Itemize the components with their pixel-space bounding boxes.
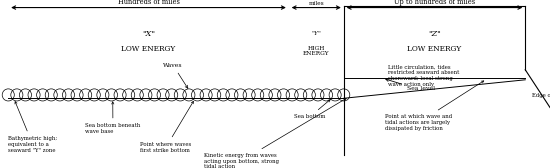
Text: "Z": "Z" <box>428 30 441 38</box>
Text: Up to hundreds of miles: Up to hundreds of miles <box>394 0 475 6</box>
Text: Tens
of
miles: Tens of miles <box>309 0 324 6</box>
Text: Little circulation, tides
restricted seaward absent
shoreward; local strong
wave: Little circulation, tides restricted sea… <box>388 65 459 87</box>
Text: Sea level: Sea level <box>407 86 435 91</box>
Text: "Y": "Y" <box>311 31 321 36</box>
Text: Hundreds of miles: Hundreds of miles <box>118 0 179 6</box>
Text: "X": "X" <box>142 30 155 38</box>
Text: HIGH
ENERGY: HIGH ENERGY <box>303 46 329 56</box>
Text: LOW ENERGY: LOW ENERGY <box>408 45 461 53</box>
Text: Bathymetric high;
equivalent to a
seaward "Y" zone: Bathymetric high; equivalent to a seawar… <box>8 102 57 153</box>
Text: Point at which wave and
tidal actions are largely
dissipated by friction: Point at which wave and tidal actions ar… <box>385 81 484 131</box>
Text: Point where waves
first strike bottom: Point where waves first strike bottom <box>140 101 194 153</box>
Text: LOW ENERGY: LOW ENERGY <box>122 45 175 53</box>
Text: Sea bottom: Sea bottom <box>294 100 330 119</box>
Text: Sea bottom beneath
wave base: Sea bottom beneath wave base <box>85 102 141 134</box>
Text: Waves: Waves <box>163 63 188 88</box>
Text: Kinetic energy from waves
acting upon bottom, strong
tidal action: Kinetic energy from waves acting upon bo… <box>204 98 346 168</box>
Text: Edge of land: Edge of land <box>532 93 550 98</box>
